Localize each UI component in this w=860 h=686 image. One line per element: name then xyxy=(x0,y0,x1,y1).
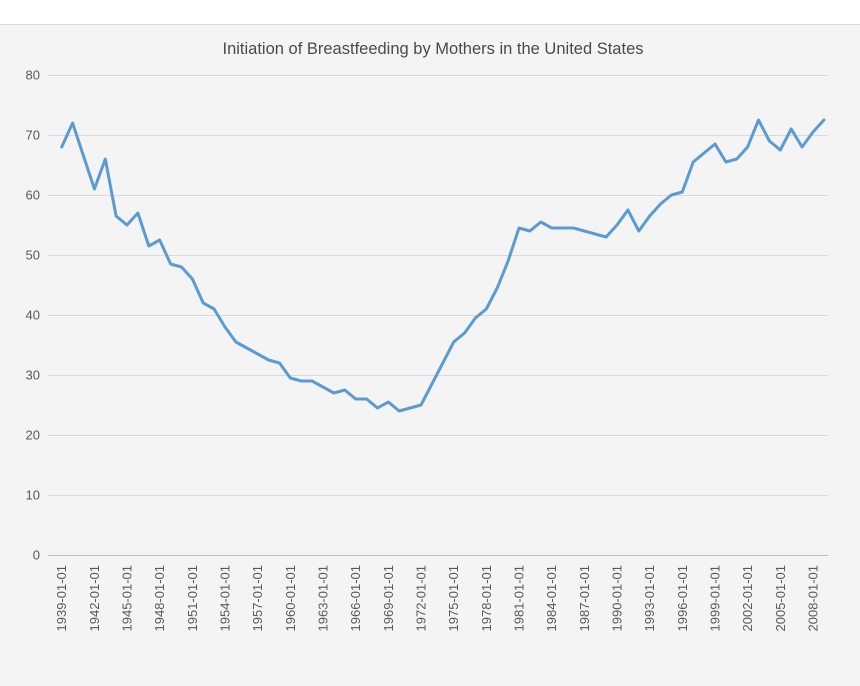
x-tick-label: 1954-01-01 xyxy=(218,565,233,632)
x-axis-labels: 1939-01-01 1942-01-01 1945-01-01 1948-01-01… xyxy=(54,565,820,632)
y-tick-label: 20 xyxy=(26,428,40,443)
x-tick-label: 1999-01-01 xyxy=(707,565,722,632)
x-tick-label: 1948-01-01 xyxy=(152,565,167,632)
y-tick-label: 40 xyxy=(26,308,40,323)
x-tick-label: 1975-01-01 xyxy=(446,565,461,632)
x-tick-label: 1942-01-01 xyxy=(87,565,102,632)
x-tick-label: 2008-01-01 xyxy=(805,565,820,632)
x-tick-label: 1987-01-01 xyxy=(577,565,592,632)
x-tick-label: 1981-01-01 xyxy=(511,565,526,632)
x-tick-label: 1978-01-01 xyxy=(479,565,494,632)
x-tick-label: 1966-01-01 xyxy=(348,565,363,632)
y-tick-label: 10 xyxy=(26,488,40,503)
breastfeeding-initiation-line xyxy=(60,118,826,413)
x-tick-label: 1945-01-01 xyxy=(120,565,135,632)
y-tick-label: 0 xyxy=(33,548,40,563)
x-tick-label: 2002-01-01 xyxy=(740,565,755,632)
x-tick-label: 1984-01-01 xyxy=(544,565,559,632)
y-tick-label: 30 xyxy=(26,368,40,383)
x-tick-label: 1990-01-01 xyxy=(609,565,624,632)
y-tick-label: 50 xyxy=(26,248,40,263)
x-tick-label: 1972-01-01 xyxy=(414,565,429,632)
chart-title: Initiation of Breastfeeding by Mothers i… xyxy=(223,40,644,58)
x-tick-label: 1951-01-01 xyxy=(185,565,200,632)
x-tick-label: 1960-01-01 xyxy=(283,565,298,632)
y-axis-labels: 0 10 20 30 40 50 60 70 80 xyxy=(26,68,40,563)
chart-panel xyxy=(0,24,860,686)
x-tick-label: 1957-01-01 xyxy=(250,565,265,632)
data-series xyxy=(60,118,826,413)
y-tick-label: 80 xyxy=(26,68,40,83)
y-tick-label: 70 xyxy=(26,128,40,143)
y-tick-label: 60 xyxy=(26,188,40,203)
x-tick-label: 1993-01-01 xyxy=(642,565,657,632)
x-tick-label: 1969-01-01 xyxy=(381,565,396,632)
x-tick-label: 2005-01-01 xyxy=(773,565,788,632)
x-tick-label: 1963-01-01 xyxy=(316,565,331,632)
gridlines xyxy=(48,75,828,556)
x-tick-label: 1939-01-01 xyxy=(54,565,69,632)
x-tick-label: 1996-01-01 xyxy=(675,565,690,632)
